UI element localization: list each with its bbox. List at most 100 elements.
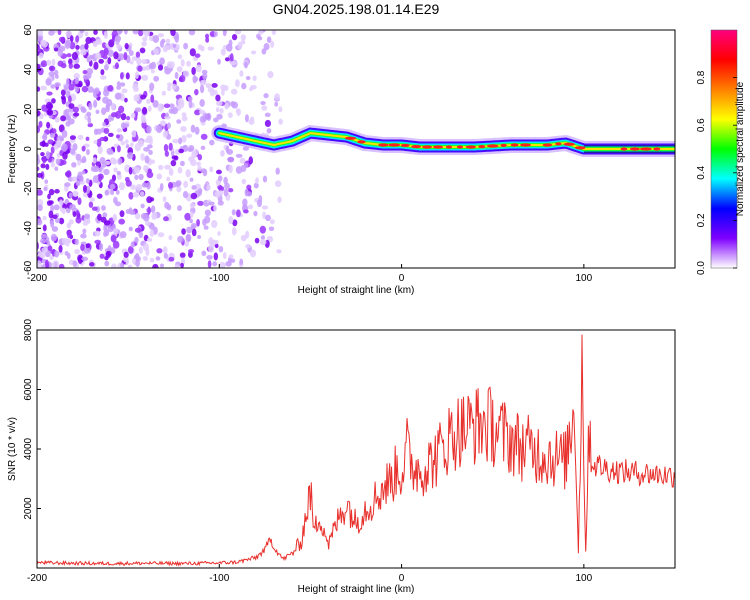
noise-speck [48, 30, 55, 36]
noise-speck [125, 208, 132, 214]
noise-speck [112, 213, 118, 222]
noise-speck [217, 231, 221, 236]
noise-speck [100, 69, 105, 76]
noise-speck [68, 111, 74, 117]
noise-speck [212, 261, 218, 267]
ridge-peak [542, 143, 553, 147]
noise-speck [89, 197, 95, 202]
noise-speck [224, 182, 230, 190]
noise-speck [62, 151, 68, 160]
noise-speck [249, 87, 253, 92]
noise-speck [181, 135, 187, 143]
noise-speck [118, 218, 126, 225]
noise-speck [40, 85, 48, 91]
noise-speck [234, 30, 242, 35]
noise-speck [110, 102, 116, 111]
noise-speck [61, 237, 69, 245]
noise-speck [50, 204, 54, 213]
noise-speck [124, 139, 129, 144]
noise-speck [211, 82, 218, 88]
noise-speck [66, 170, 72, 179]
noise-speck [37, 125, 41, 134]
noise-speck [177, 205, 182, 212]
noise-speck [197, 234, 202, 239]
noise-speck [37, 166, 40, 172]
noise-speck [69, 41, 76, 50]
noise-speck [81, 85, 89, 93]
noise-speck [172, 43, 177, 48]
colorbar: 0.0 0.2 0.4 0.6 0.8 Normalized spectral ampl… [696, 29, 746, 275]
noise-speck [220, 48, 226, 56]
noise-speck [168, 256, 175, 262]
noise-speck [55, 158, 61, 165]
noise-speck [77, 197, 82, 205]
noise-speck [131, 56, 138, 61]
noise-speck [137, 65, 143, 72]
ridge-peak [344, 136, 357, 140]
noise-speck [53, 47, 59, 52]
noise-speck [264, 119, 271, 128]
noise-speck [217, 58, 221, 65]
noise-speck [191, 150, 197, 159]
noise-speck [54, 250, 60, 258]
noise-speck [177, 166, 183, 174]
noise-speck [208, 244, 214, 253]
noise-speck [202, 72, 208, 80]
noise-speck [215, 107, 220, 113]
noise-speck [253, 210, 258, 217]
noise-speck [130, 112, 136, 119]
noise-speck [144, 155, 150, 164]
ridge-peak [388, 143, 401, 147]
noise-speck [115, 110, 122, 119]
noise-speck [53, 143, 59, 150]
noise-speck [94, 239, 101, 245]
noise-speck [231, 101, 239, 109]
noise-speck [149, 257, 155, 263]
ridge-peak [433, 145, 444, 149]
noise-speck [128, 167, 133, 175]
noise-speck [182, 70, 190, 78]
noise-speck [124, 97, 128, 103]
noise-speck [49, 255, 54, 261]
noise-speck [240, 234, 247, 242]
ridge-peak [510, 143, 519, 147]
noise-speck [152, 99, 159, 108]
ridge-peak [456, 145, 463, 149]
noise-speck [164, 115, 171, 120]
noise-speck [174, 34, 179, 43]
noise-speck [247, 204, 254, 210]
noise-speck [51, 214, 58, 220]
noise-speck [47, 193, 51, 200]
noise-speck [39, 141, 46, 147]
noise-speck [116, 128, 122, 133]
noise-speck [80, 49, 87, 56]
noise-speck [88, 262, 95, 267]
noise-speck [244, 61, 248, 69]
snr-x-tick-label: 0 [399, 573, 405, 584]
noise-speck [114, 35, 122, 43]
noise-speck [69, 203, 76, 211]
noise-speck [176, 66, 183, 73]
noise-speck [138, 173, 144, 181]
noise-speck [127, 152, 134, 160]
noise-speck [266, 128, 272, 134]
noise-speck [167, 181, 174, 189]
noise-speck [162, 246, 168, 254]
noise-speck [118, 105, 125, 114]
noise-speck [212, 239, 219, 245]
noise-speck [239, 157, 246, 164]
noise-speck [259, 239, 267, 246]
noise-speck [92, 40, 100, 45]
noise-speck [201, 250, 207, 257]
noise-speck [228, 164, 233, 174]
noise-speck [144, 220, 151, 226]
noise-speck [80, 158, 87, 164]
ridge-peak [653, 147, 661, 151]
noise-speck [49, 219, 54, 225]
noise-speck [179, 252, 186, 258]
noise-speck [41, 247, 48, 253]
noise-speck [58, 199, 63, 206]
noise-speck [245, 76, 251, 81]
noise-speck [231, 227, 237, 236]
